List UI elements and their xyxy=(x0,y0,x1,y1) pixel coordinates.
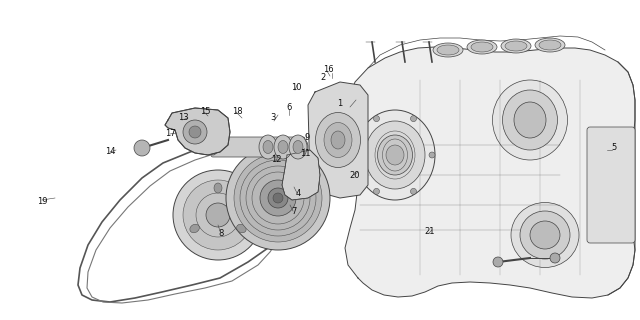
Ellipse shape xyxy=(530,221,560,249)
Circle shape xyxy=(493,257,503,267)
Circle shape xyxy=(273,193,283,203)
Ellipse shape xyxy=(324,123,352,157)
Ellipse shape xyxy=(502,90,557,150)
FancyBboxPatch shape xyxy=(211,137,305,157)
Text: 19: 19 xyxy=(36,196,47,205)
Circle shape xyxy=(374,116,380,122)
Text: 7: 7 xyxy=(291,207,297,217)
Circle shape xyxy=(374,188,380,194)
Text: 6: 6 xyxy=(286,102,292,111)
Text: 20: 20 xyxy=(349,171,360,180)
Circle shape xyxy=(173,170,263,260)
Circle shape xyxy=(206,203,230,227)
Ellipse shape xyxy=(237,224,246,233)
Text: 16: 16 xyxy=(323,66,333,75)
Ellipse shape xyxy=(316,113,360,167)
Circle shape xyxy=(183,180,253,250)
Ellipse shape xyxy=(493,80,568,160)
Circle shape xyxy=(240,160,316,236)
Text: 17: 17 xyxy=(164,129,175,138)
Ellipse shape xyxy=(520,211,570,259)
Ellipse shape xyxy=(433,43,463,57)
Circle shape xyxy=(246,166,310,230)
Circle shape xyxy=(429,152,435,158)
Ellipse shape xyxy=(214,183,222,193)
Ellipse shape xyxy=(511,203,579,268)
Ellipse shape xyxy=(298,139,308,155)
Polygon shape xyxy=(308,82,368,198)
Polygon shape xyxy=(345,47,635,298)
Ellipse shape xyxy=(331,131,345,149)
Text: 9: 9 xyxy=(305,133,310,142)
Ellipse shape xyxy=(535,38,565,52)
Ellipse shape xyxy=(514,102,546,138)
Ellipse shape xyxy=(467,40,497,54)
Ellipse shape xyxy=(355,110,435,200)
Text: 8: 8 xyxy=(218,228,224,237)
Circle shape xyxy=(252,172,304,224)
Circle shape xyxy=(226,146,330,250)
Circle shape xyxy=(189,126,201,138)
Ellipse shape xyxy=(365,121,425,189)
Circle shape xyxy=(183,120,207,144)
Text: 15: 15 xyxy=(200,107,211,116)
FancyBboxPatch shape xyxy=(587,127,635,243)
Ellipse shape xyxy=(539,40,561,50)
Text: 3: 3 xyxy=(270,114,276,123)
Text: 14: 14 xyxy=(105,147,115,156)
Polygon shape xyxy=(165,108,230,155)
Ellipse shape xyxy=(190,224,200,233)
Ellipse shape xyxy=(378,135,413,175)
Circle shape xyxy=(234,154,322,242)
Ellipse shape xyxy=(259,135,277,159)
Ellipse shape xyxy=(278,140,288,154)
Text: 5: 5 xyxy=(611,143,616,153)
Ellipse shape xyxy=(437,45,459,55)
Text: 11: 11 xyxy=(300,148,310,157)
Ellipse shape xyxy=(263,140,273,154)
Ellipse shape xyxy=(293,140,303,154)
Circle shape xyxy=(410,116,417,122)
Text: 2: 2 xyxy=(321,73,326,82)
Ellipse shape xyxy=(274,135,292,159)
Text: 1: 1 xyxy=(337,99,342,108)
Ellipse shape xyxy=(208,139,218,155)
Circle shape xyxy=(410,188,417,194)
Text: 18: 18 xyxy=(232,107,243,116)
Circle shape xyxy=(134,140,150,156)
Circle shape xyxy=(260,180,296,216)
Polygon shape xyxy=(282,150,320,200)
Ellipse shape xyxy=(289,135,307,159)
Text: 10: 10 xyxy=(291,84,301,92)
Ellipse shape xyxy=(471,42,493,52)
Text: 13: 13 xyxy=(178,114,188,123)
Ellipse shape xyxy=(386,145,404,165)
Ellipse shape xyxy=(501,39,531,53)
Text: 4: 4 xyxy=(296,188,301,197)
Circle shape xyxy=(268,188,288,208)
Circle shape xyxy=(355,152,361,158)
Text: 12: 12 xyxy=(271,156,281,164)
Circle shape xyxy=(550,253,560,263)
Text: 21: 21 xyxy=(425,228,435,236)
Ellipse shape xyxy=(505,41,527,51)
